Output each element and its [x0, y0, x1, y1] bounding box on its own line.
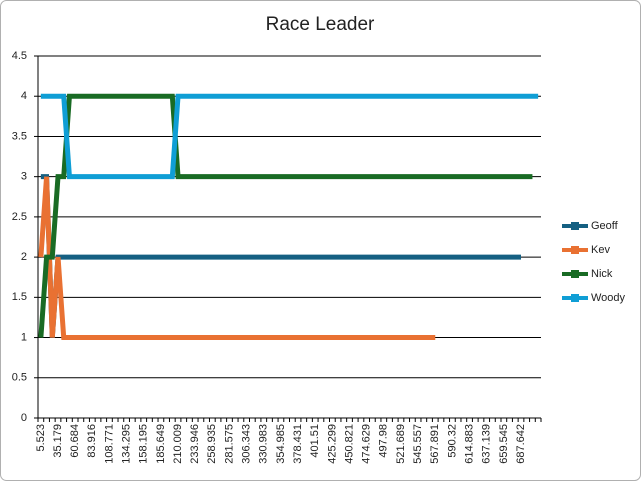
y-tick-label: 0 [21, 412, 27, 424]
x-tick-label: 83.916 [86, 424, 98, 458]
x-tick-label: 233.946 [189, 424, 201, 464]
legend-label: Geoff [591, 220, 619, 232]
x-tick-label: 378.431 [292, 424, 304, 464]
y-tick-label: 1 [21, 331, 27, 343]
x-tick-label: 134.295 [121, 424, 133, 464]
x-tick-label: 158.195 [138, 424, 150, 464]
x-tick-label: 281.575 [223, 424, 235, 464]
x-tick-label: 425.299 [326, 424, 338, 464]
x-tick-label: 401.51 [309, 424, 321, 458]
y-tick-label: 2 [21, 251, 27, 263]
x-tick-label: 306.343 [241, 424, 253, 464]
y-tick-label: 3.5 [12, 130, 27, 142]
x-tick-label: 185.649 [155, 424, 167, 464]
legend-label: Woody [591, 292, 626, 304]
x-tick-label: 590.32 [446, 424, 458, 458]
x-tick-label: 545.557 [412, 424, 424, 464]
x-tick-label: 210.009 [172, 424, 184, 464]
legend-marker [571, 222, 579, 230]
x-tick-label: 5.523 [35, 424, 47, 452]
y-tick-label: 4 [21, 90, 27, 102]
x-tick-label: 497.98 [378, 424, 390, 458]
y-tick-label: 4.5 [12, 50, 27, 62]
y-tick-label: 0.5 [12, 372, 27, 384]
x-tick-label: 614.883 [463, 424, 475, 464]
x-tick-label: 521.689 [395, 424, 407, 464]
x-tick-label: 354.985 [275, 424, 287, 464]
series-line [38, 93, 533, 338]
legend-label: Kev [591, 244, 610, 256]
x-tick-label: 108.771 [103, 424, 115, 464]
x-tick-label: 637.139 [481, 424, 493, 464]
x-tick-label: 35.179 [52, 424, 64, 458]
x-tick-label: 330.983 [258, 424, 270, 464]
chart-title: Race Leader [266, 14, 375, 35]
legend-marker [571, 246, 579, 254]
x-tick-label: 60.684 [69, 424, 81, 458]
series-line [40, 174, 521, 338]
x-tick-label: 258.935 [206, 424, 218, 464]
y-tick-label: 3 [21, 171, 27, 183]
legend-label: Nick [591, 268, 613, 280]
x-tick-label: 450.821 [343, 424, 355, 464]
series-line [40, 93, 539, 180]
x-tick-label: 659.545 [498, 424, 510, 464]
legend-marker [571, 294, 579, 302]
x-tick-label: 567.891 [429, 424, 441, 464]
series-line [38, 176, 436, 341]
x-tick-label: 687.642 [515, 424, 527, 464]
x-tick-label: 474.629 [361, 424, 373, 464]
y-tick-label: 1.5 [12, 291, 27, 303]
y-tick-label: 2.5 [12, 211, 27, 223]
legend-marker [571, 270, 579, 278]
